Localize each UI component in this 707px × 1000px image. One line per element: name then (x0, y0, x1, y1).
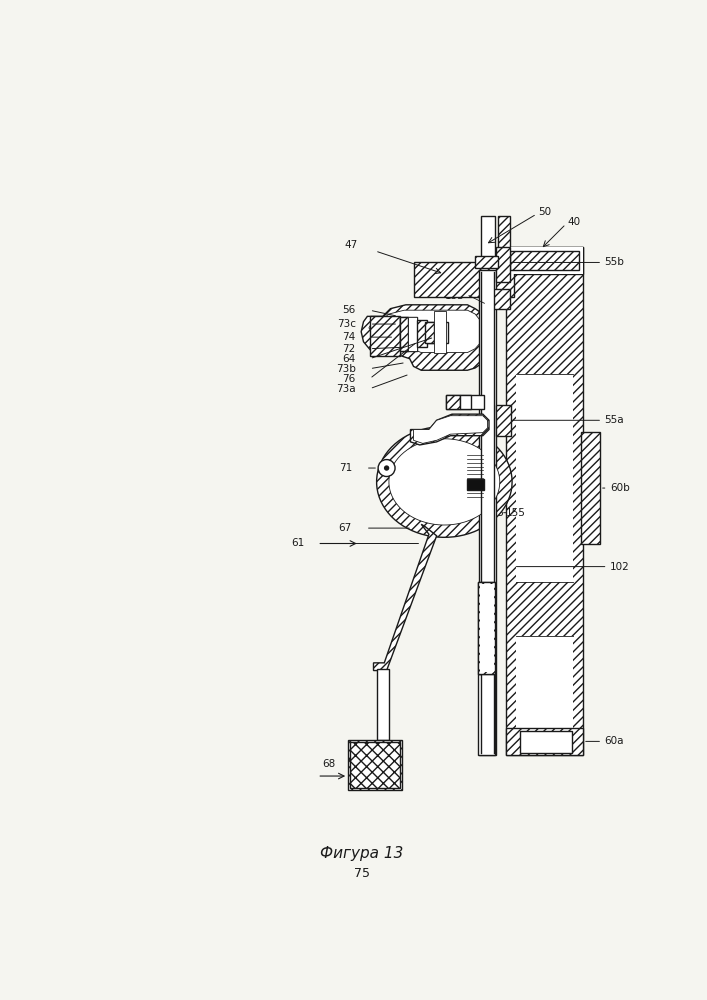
Polygon shape (351, 742, 399, 788)
Polygon shape (516, 374, 573, 582)
Polygon shape (478, 674, 495, 755)
Text: 72: 72 (343, 344, 356, 354)
Text: 73b: 73b (336, 364, 356, 374)
Polygon shape (483, 289, 510, 309)
Text: 47: 47 (345, 240, 358, 250)
Polygon shape (417, 320, 426, 347)
Polygon shape (400, 317, 417, 351)
Polygon shape (389, 439, 500, 525)
Polygon shape (411, 414, 489, 445)
Polygon shape (408, 317, 417, 351)
Text: 102: 102 (610, 562, 630, 572)
Text: 40: 40 (568, 217, 580, 227)
Text: 155: 155 (506, 508, 526, 518)
Polygon shape (434, 311, 446, 353)
Text: 135: 135 (445, 291, 464, 301)
Polygon shape (351, 742, 399, 788)
Polygon shape (506, 728, 583, 755)
Text: Фигура 13: Фигура 13 (320, 846, 404, 861)
Polygon shape (480, 584, 493, 672)
Text: 74: 74 (343, 332, 356, 342)
Polygon shape (478, 582, 495, 674)
Polygon shape (460, 395, 472, 409)
Polygon shape (506, 247, 583, 274)
Polygon shape (496, 405, 511, 436)
Polygon shape (425, 322, 448, 343)
Polygon shape (414, 262, 514, 297)
Polygon shape (498, 216, 510, 259)
Polygon shape (467, 479, 484, 490)
Text: 67: 67 (339, 523, 352, 533)
Polygon shape (520, 731, 572, 753)
Polygon shape (479, 270, 496, 755)
Polygon shape (361, 305, 491, 370)
Circle shape (378, 460, 395, 477)
Text: 55b: 55b (604, 257, 624, 267)
Polygon shape (414, 416, 487, 443)
Text: 73c: 73c (337, 319, 356, 329)
Polygon shape (400, 317, 408, 351)
Text: 64: 64 (343, 354, 356, 364)
Polygon shape (510, 251, 579, 270)
Polygon shape (446, 395, 460, 409)
Text: 155: 155 (484, 508, 504, 518)
Polygon shape (481, 216, 495, 259)
Text: 71: 71 (339, 463, 352, 473)
Text: 68: 68 (322, 759, 335, 769)
Polygon shape (369, 310, 484, 353)
Polygon shape (400, 317, 417, 351)
Polygon shape (348, 740, 402, 790)
Text: 50: 50 (538, 207, 551, 217)
Polygon shape (446, 395, 484, 409)
Polygon shape (377, 426, 512, 537)
Text: 56: 56 (343, 305, 356, 315)
Text: 55a: 55a (604, 415, 624, 425)
Text: 75: 75 (354, 867, 370, 880)
Polygon shape (377, 669, 389, 740)
Polygon shape (370, 316, 400, 356)
Circle shape (384, 465, 390, 471)
Polygon shape (373, 524, 437, 671)
Polygon shape (506, 247, 583, 755)
Text: 61: 61 (291, 538, 304, 548)
Polygon shape (516, 374, 573, 389)
Polygon shape (516, 636, 573, 744)
Polygon shape (478, 582, 495, 674)
Text: 60b: 60b (610, 483, 630, 493)
Polygon shape (481, 272, 493, 753)
Text: 60a: 60a (604, 736, 624, 746)
Text: 73a: 73a (336, 384, 356, 394)
Polygon shape (425, 322, 434, 343)
Polygon shape (496, 247, 510, 282)
Text: 7: 7 (351, 771, 357, 781)
Text: 76: 76 (343, 374, 356, 384)
Polygon shape (506, 247, 583, 274)
Polygon shape (475, 256, 498, 268)
Polygon shape (580, 432, 600, 544)
